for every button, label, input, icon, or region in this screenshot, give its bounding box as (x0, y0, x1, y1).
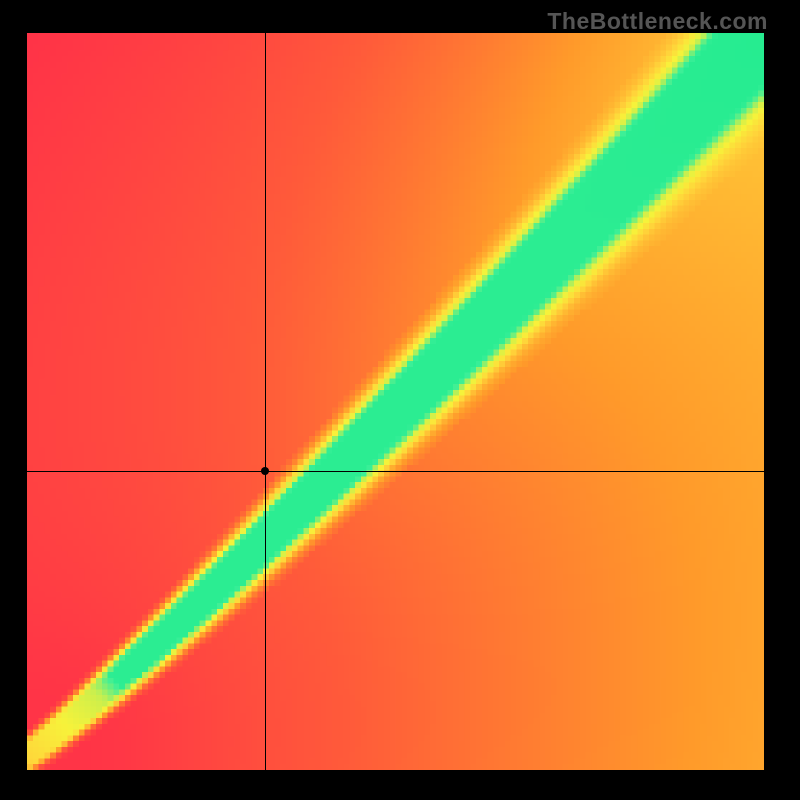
crosshair-vertical (265, 33, 266, 770)
watermark-text: TheBottleneck.com (547, 8, 768, 35)
crosshair-horizontal (27, 471, 764, 472)
chart-container: TheBottleneck.com (0, 0, 800, 800)
crosshair-marker (261, 467, 269, 475)
heatmap-canvas (27, 33, 764, 770)
